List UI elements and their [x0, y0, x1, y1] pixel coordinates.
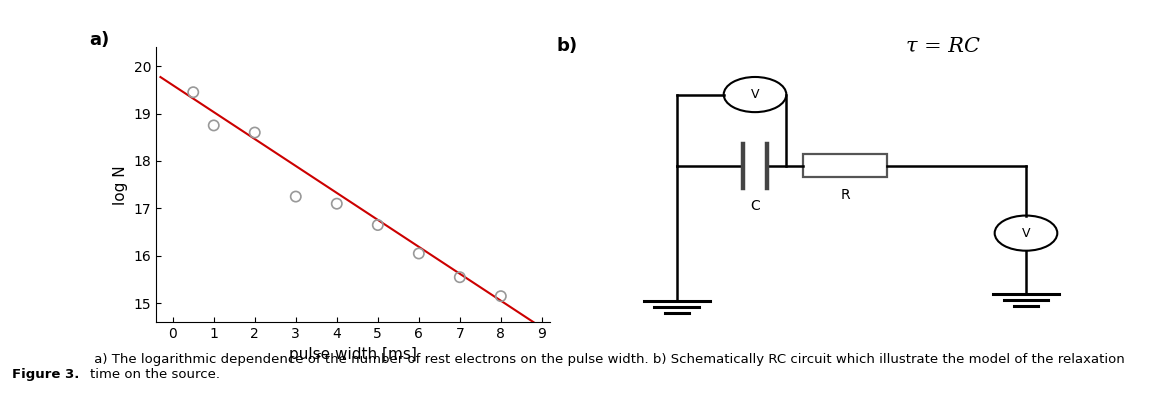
Bar: [804, 154, 887, 177]
Text: V: V: [750, 88, 760, 101]
Point: [205, 122, 223, 129]
Point: [491, 293, 510, 299]
Text: a): a): [89, 31, 110, 49]
Text: Figure 3.: Figure 3.: [12, 368, 79, 381]
Point: [410, 250, 428, 257]
Text: R: R: [841, 188, 850, 202]
Point: [286, 193, 305, 200]
Point: [184, 89, 203, 95]
Text: b): b): [556, 37, 578, 55]
Point: [328, 200, 346, 207]
Y-axis label: log N: log N: [113, 165, 129, 204]
Point: [245, 129, 264, 136]
Text: a) The logarithmic dependence of the number of rest electrons on the pulse width: a) The logarithmic dependence of the num…: [90, 353, 1126, 381]
Text: τ = RC: τ = RC: [906, 37, 980, 56]
Point: [368, 222, 387, 228]
Text: V: V: [1021, 227, 1031, 240]
X-axis label: pulse width [ms]: pulse width [ms]: [290, 347, 417, 362]
Point: [450, 274, 469, 280]
Text: C: C: [750, 199, 760, 213]
